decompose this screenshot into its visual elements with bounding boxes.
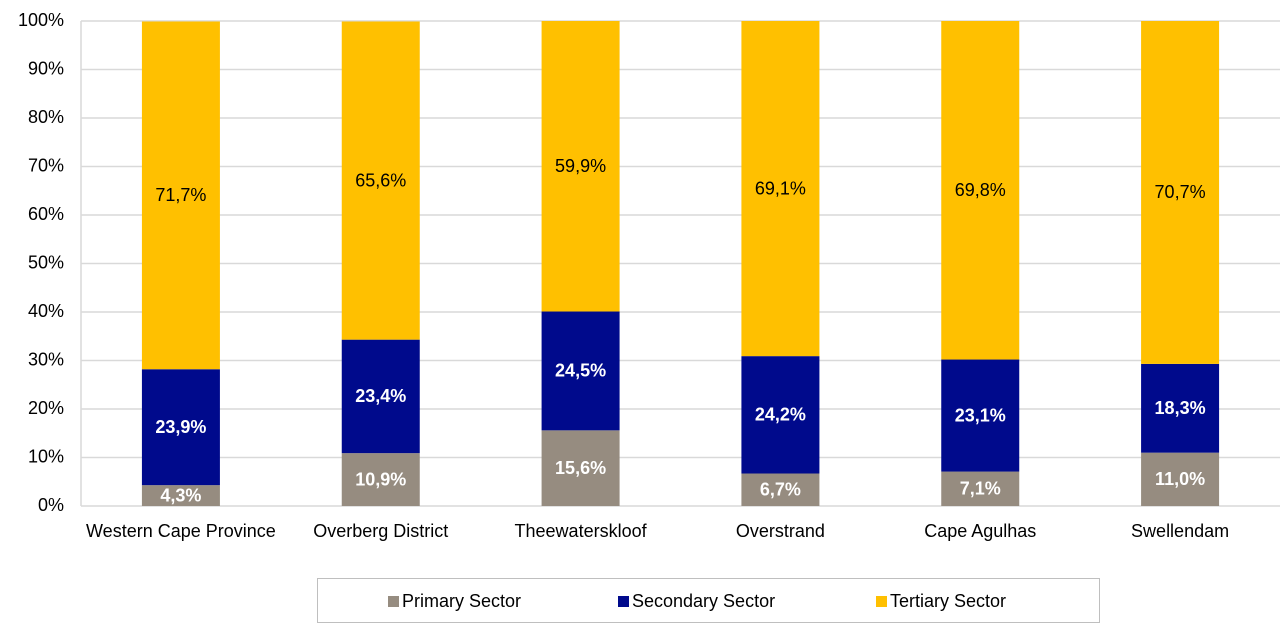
bar-segment (541, 21, 620, 312)
bar-segment (541, 430, 620, 506)
bar-segment (341, 339, 420, 454)
data-label: 24,2% (755, 405, 806, 425)
data-label: 69,1% (755, 178, 806, 198)
y-tick-label: 90% (28, 58, 64, 78)
x-tick-label: Swellendam (1131, 521, 1230, 541)
data-label: 59,9% (555, 156, 606, 176)
x-tick-label: Overberg District (313, 521, 449, 541)
data-label: 6,7% (760, 480, 801, 500)
legend-item: Tertiary Sector (876, 591, 1006, 611)
data-label: 23,9% (155, 417, 206, 437)
y-tick-label: 0% (38, 495, 64, 515)
legend-swatch (618, 596, 629, 607)
bar-segment (141, 369, 220, 486)
x-tick-label: Cape Agulhas (924, 521, 1037, 541)
x-tick-label: Overstrand (735, 521, 825, 541)
legend-item: Primary Sector (388, 591, 521, 611)
data-label: 24,5% (555, 361, 606, 381)
y-tick-label: 80% (28, 107, 64, 127)
legend-label: Tertiary Sector (890, 591, 1007, 611)
data-label: 23,1% (955, 405, 1006, 425)
bar-segment (541, 311, 620, 431)
data-label: 4,3% (160, 485, 201, 505)
legend-swatch (876, 596, 887, 607)
legend-label: Primary Sector (402, 591, 522, 611)
bar-segment (941, 471, 1020, 506)
bar-segment (941, 21, 1020, 360)
data-label: 11,0% (1155, 469, 1205, 489)
bar-segment (1141, 363, 1220, 453)
y-tick-label: 100% (18, 10, 64, 30)
bar-segment (741, 356, 820, 474)
y-tick-label: 10% (28, 446, 64, 466)
legend-swatch (388, 596, 399, 607)
bar-segment (741, 21, 820, 357)
data-label: 65,6% (355, 170, 406, 190)
data-label: 69,8% (955, 180, 1006, 200)
data-label: 71,7% (155, 185, 206, 205)
bar-segment (1141, 21, 1220, 364)
y-tick-label: 30% (28, 349, 64, 369)
data-label: 7,1% (960, 479, 1001, 499)
y-tick-label: 70% (28, 155, 64, 175)
legend: Primary Sector Secondary Sector Tertiary S… (317, 578, 1100, 623)
y-tick-label: 50% (28, 252, 64, 272)
data-label: 15,6% (555, 458, 606, 478)
legend-item: Secondary Sector (618, 591, 775, 611)
data-label: 10,9% (355, 469, 406, 489)
data-label: 18,3% (1155, 398, 1206, 418)
bar-segment (141, 21, 220, 370)
bar-segment (1141, 452, 1220, 506)
bar-segment (141, 485, 220, 506)
legend-label: Secondary Sector (632, 591, 776, 611)
bar-segment (741, 473, 820, 506)
y-tick-label: 40% (28, 301, 64, 321)
y-tick-label: 60% (28, 204, 64, 224)
bar-segment (941, 359, 1020, 472)
x-tick-label: Western Cape Province (86, 521, 276, 541)
y-tick-label: 20% (28, 398, 64, 418)
data-label: 23,4% (355, 386, 406, 406)
data-label: 70,7% (1155, 182, 1206, 202)
x-tick-label: Theewaterskloof (514, 521, 647, 541)
bar-segment (341, 453, 420, 506)
bar-segment (341, 21, 420, 340)
